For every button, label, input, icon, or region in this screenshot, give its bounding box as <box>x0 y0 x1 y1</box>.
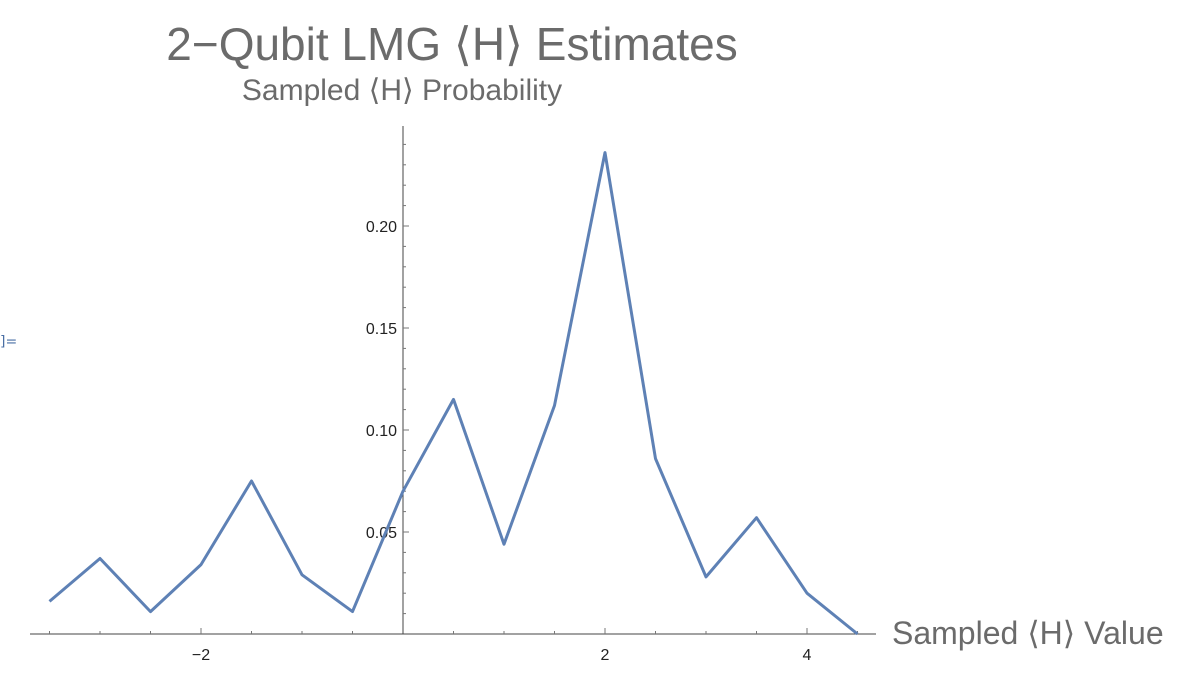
y-tick-label: 0.10 <box>366 423 397 440</box>
x-tick-label: 2 <box>601 647 610 664</box>
chart-title: 2−Qubit LMG ⟨H⟩ Estimates <box>166 18 737 70</box>
y-axis-label: Sampled ⟨H⟩ Probability <box>242 74 562 107</box>
y-tick-label: 0.20 <box>366 219 397 236</box>
plot-area <box>48 151 859 636</box>
y-tick-label: 0.15 <box>366 321 397 338</box>
cell-output-label: ]= <box>0 334 17 350</box>
series-line <box>48 151 859 636</box>
x-tick-label: 4 <box>803 647 812 664</box>
x-tick-label: −2 <box>192 647 210 664</box>
y-tick-label: 0.05 <box>366 525 397 542</box>
axes: −2 2 4 0.05 0.10 0.15 0.20 <box>30 126 876 664</box>
x-axis-label: Sampled ⟨H⟩ Value <box>892 615 1164 651</box>
